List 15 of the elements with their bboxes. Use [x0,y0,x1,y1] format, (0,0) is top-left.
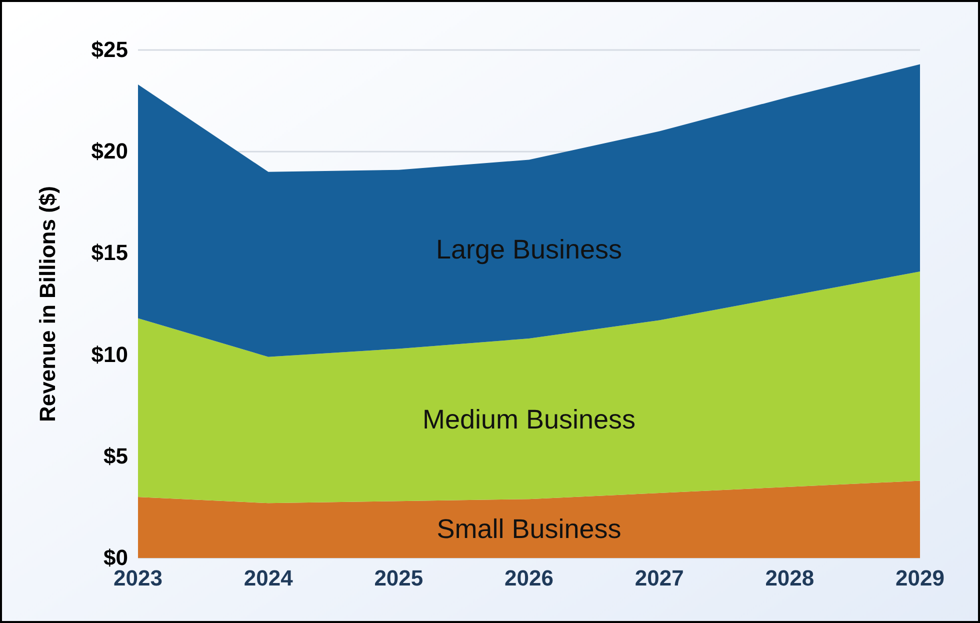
series-label: Medium Business [422,404,636,434]
series-label: Large Business [436,234,622,265]
x-tick-label: 2028 [765,566,814,591]
series-label: Small Business [436,514,622,544]
x-tick-label: 2025 [374,566,424,591]
x-tick-label: 2026 [504,566,554,591]
y-tick-label: $10 [91,342,128,367]
x-tick-label: 2029 [896,566,944,591]
y-tick-label: $15 [91,240,128,266]
x-tick-label: 2024 [244,566,294,591]
x-tick-label: 2027 [634,566,684,591]
y-tick-label: $25 [91,37,128,62]
y-tick-label: $5 [104,443,128,468]
y-axis-title: Revenue in Billions ($) [35,186,60,422]
y-tick-label: $20 [91,138,128,164]
